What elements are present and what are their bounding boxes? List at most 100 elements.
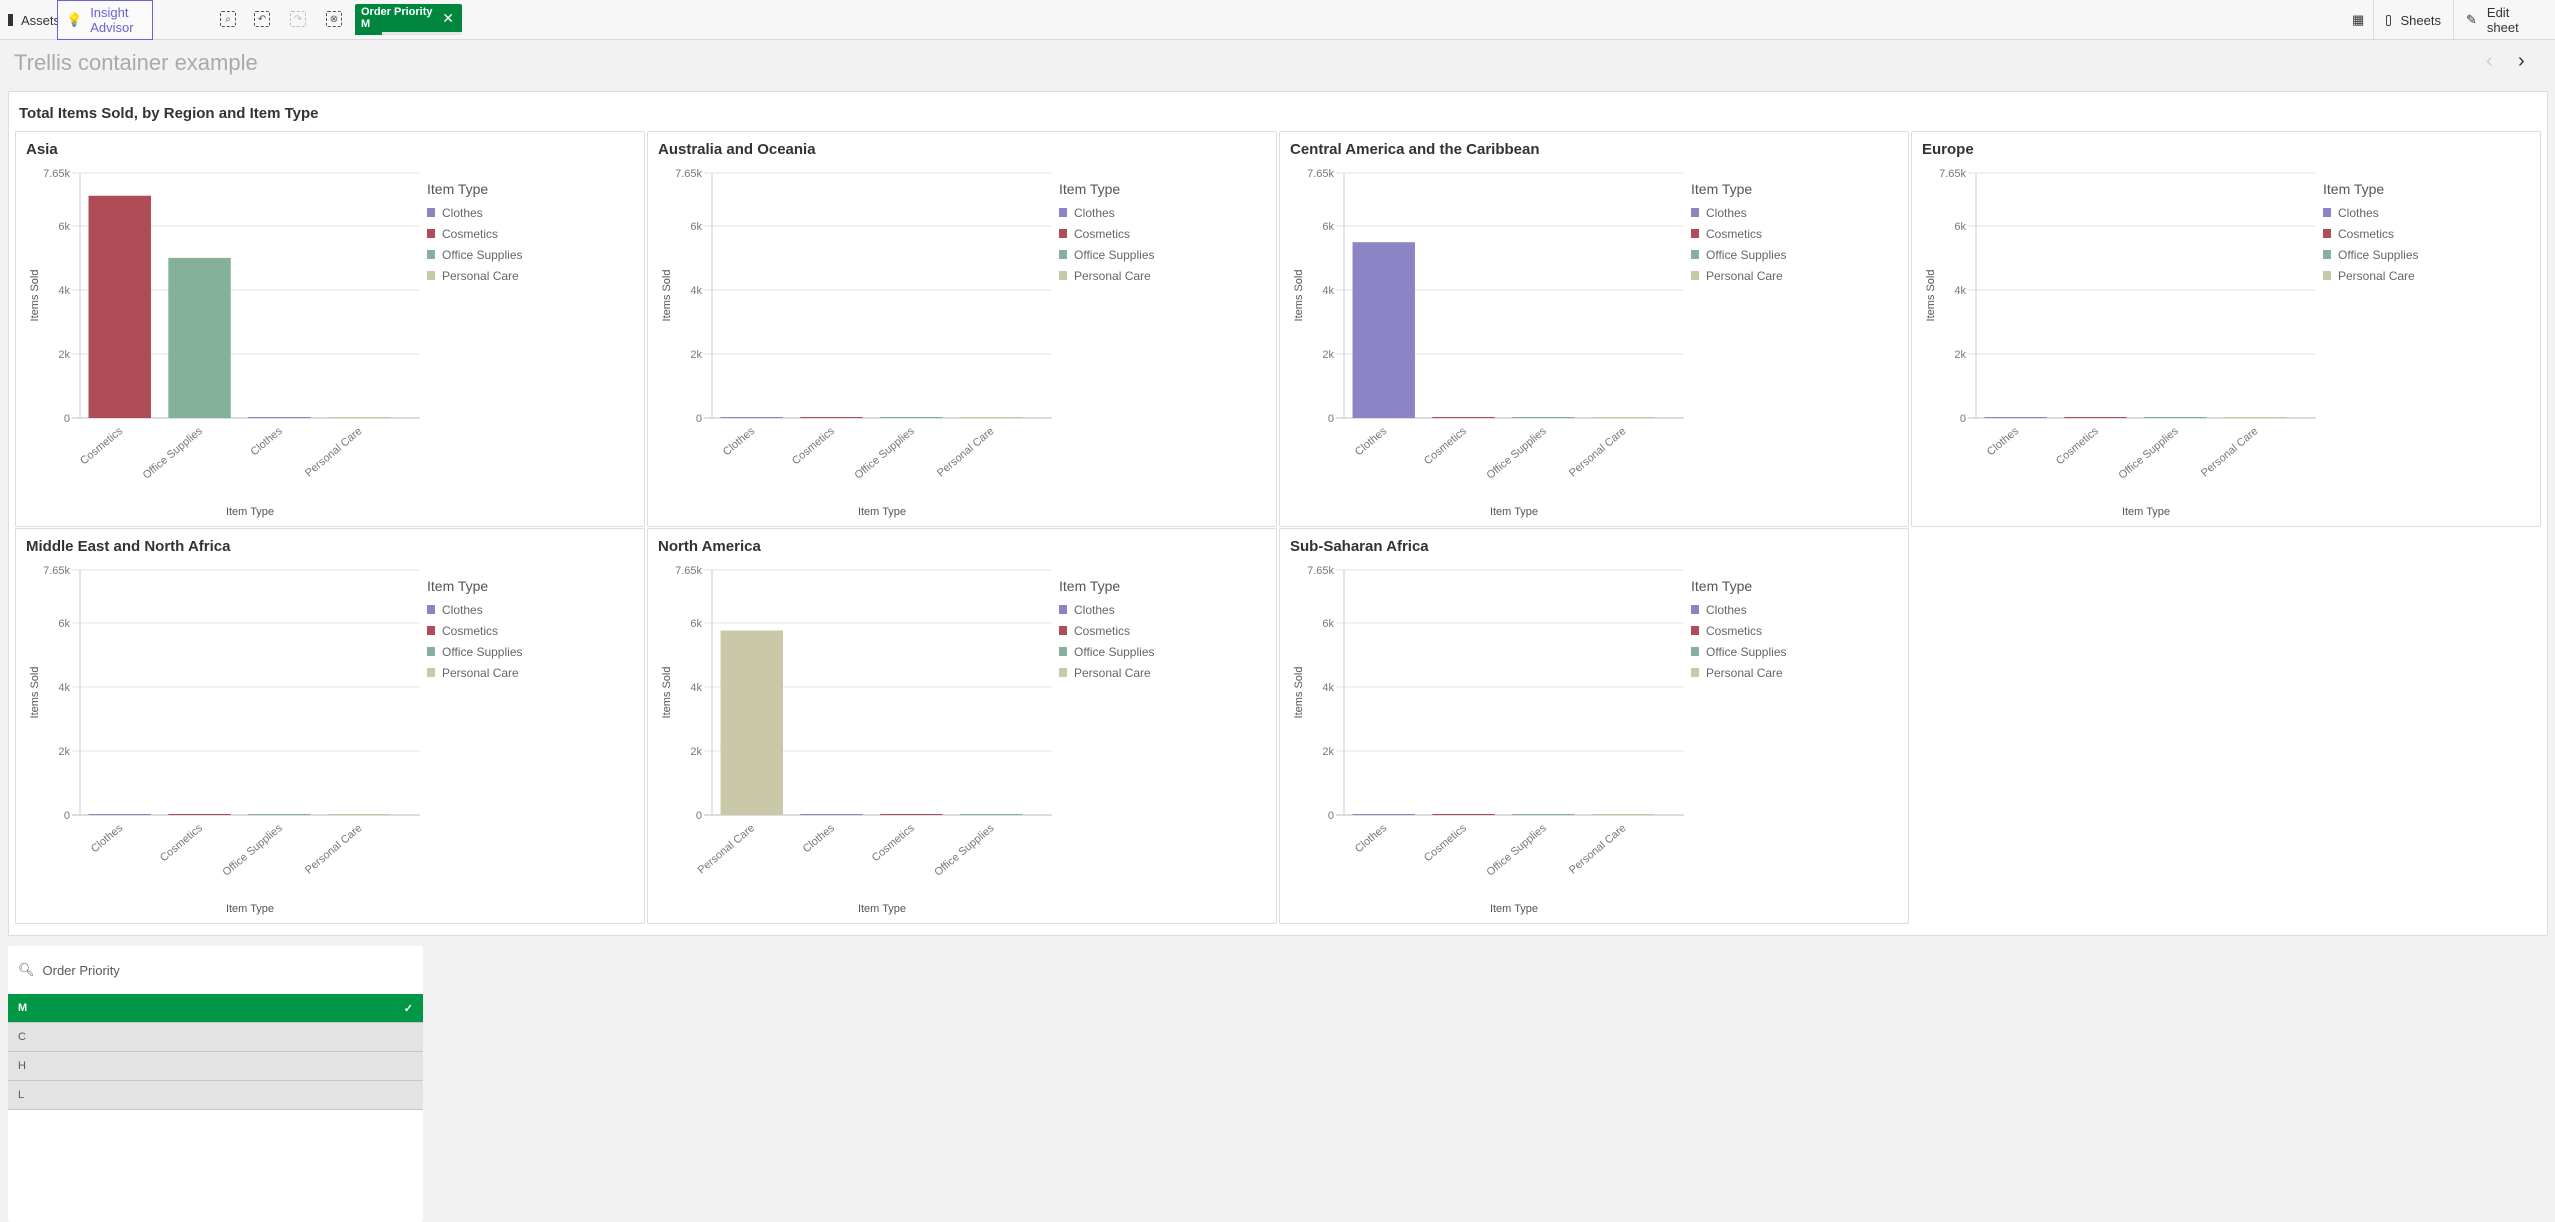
legend-swatch — [2323, 271, 2331, 280]
previous-sheet-icon[interactable]: ‹ — [2486, 50, 2493, 72]
trellis-panel-middle-east-and-north-africa[interactable]: Middle East and North Africa 0 2k 4k 6k 7.65k… — [15, 528, 645, 924]
trellis-panel-australia-and-oceania[interactable]: Australia and Oceania 0 2k 4k 6k 7.65k Items S… — [647, 131, 1277, 527]
y-tick-label: 2k — [58, 349, 70, 361]
grid-icon[interactable]: ▦ — [2352, 12, 2365, 27]
legend-swatch — [1691, 271, 1699, 280]
smart-search-icon[interactable]: ⌕ — [220, 11, 236, 27]
filter-header[interactable]: 🔍︎ Order Priority — [18, 962, 120, 978]
bar-cosmetics — [168, 814, 231, 815]
step-forward-icon[interactable]: ↷ — [290, 11, 306, 27]
panel-title: North America — [658, 538, 761, 555]
bar-office-supplies — [248, 814, 311, 815]
trellis-panel-asia[interactable]: Asia 0 2k 4k 6k 7.65k Items Sold Item Type Cosme… — [15, 131, 645, 527]
insight-advisor-button[interactable]: 💡 Insight Advisor — [57, 0, 153, 40]
bar-chart: Asia 0 2k 4k 6k 7.65k Items Sold Item Type Cosme… — [26, 141, 523, 518]
x-tick-label: Cosmetics — [790, 425, 837, 468]
close-icon[interactable]: ✕ — [442, 10, 454, 26]
trellis-panel-sub-saharan-africa[interactable]: Sub-Saharan Africa 0 2k 4k 6k 7.65k Items Sold… — [1279, 528, 1909, 924]
bar-clothes — [1984, 417, 2047, 418]
bar-cosmetics — [1432, 814, 1495, 815]
legend-item: Clothes — [1074, 603, 1115, 617]
step-back-icon[interactable]: ↶ — [254, 11, 270, 27]
legend-item: Clothes — [442, 206, 483, 220]
legend-swatch — [427, 668, 435, 677]
bar-office-supplies — [2144, 417, 2207, 418]
filter-item-c[interactable]: C — [8, 1023, 423, 1052]
y-tick-label: 7.65k — [675, 168, 702, 180]
trellis-title: Total Items Sold, by Region and Item Typ… — [19, 105, 319, 122]
x-axis-label: Item Type — [2122, 506, 2170, 518]
legend-title: Item Type — [1691, 578, 1752, 594]
legend-item: Personal Care — [1706, 269, 1783, 283]
panel-title: Middle East and North Africa — [26, 538, 231, 555]
y-tick-label: 2k — [690, 349, 702, 361]
legend-swatch — [427, 229, 435, 238]
x-axis-label: Item Type — [1490, 506, 1538, 518]
y-tick-label: 6k — [1322, 618, 1334, 630]
legend-item: Cosmetics — [442, 227, 498, 241]
bar-personal-care — [1591, 814, 1655, 815]
check-icon: ✓ — [403, 1002, 413, 1015]
clear-selections-icon[interactable]: ⊗ — [326, 11, 342, 27]
edit-sheet-button[interactable]: ✎ Edit sheet — [2453, 0, 2555, 40]
y-tick-label: 6k — [58, 221, 70, 233]
bar-personal-care — [720, 630, 783, 815]
y-tick-label: 4k — [690, 682, 702, 694]
legend-item: Clothes — [1074, 206, 1115, 220]
selection-chip-order-priority[interactable]: Order Priority M ✕ — [355, 4, 462, 35]
y-tick-label: 0 — [64, 810, 70, 822]
trellis-panel-north-america[interactable]: North America 0 2k 4k 6k 7.65k Items Sold Item … — [647, 528, 1277, 924]
x-tick-label: Personal Care — [303, 425, 365, 479]
legend-swatch — [1691, 605, 1699, 614]
y-tick-label: 6k — [690, 618, 702, 630]
bar-clothes — [800, 814, 863, 815]
y-tick-label: 2k — [1322, 349, 1334, 361]
bar-office-supplies — [168, 257, 231, 418]
filter-item-h[interactable]: H — [8, 1052, 423, 1081]
trellis-panel-central-america-and-the-caribbean[interactable]: Central America and the Caribbean 0 2k 4k 6k… — [1279, 131, 1909, 527]
legend-item: Office Supplies — [1706, 248, 1787, 262]
sheets-button[interactable]: Sheets — [2373, 0, 2453, 40]
filter-item-m[interactable]: M ✓ — [8, 994, 423, 1023]
x-tick-label: Clothes — [248, 425, 285, 458]
trellis-panel-europe[interactable]: Europe 0 2k 4k 6k 7.65k Items Sold Item Type Clo… — [1911, 131, 2541, 527]
y-tick-label: 7.65k — [1939, 168, 1966, 180]
y-tick-label: 0 — [696, 413, 702, 425]
y-axis-label: Items Sold — [1925, 270, 1937, 322]
bar-office-supplies — [880, 417, 943, 418]
legend-item: Cosmetics — [2338, 227, 2394, 241]
y-tick-label: 0 — [1328, 810, 1334, 822]
y-tick-label: 2k — [1954, 349, 1966, 361]
x-tick-label: Cosmetics — [158, 822, 205, 865]
legend-item: Office Supplies — [1074, 248, 1155, 262]
filter-item-l[interactable]: L — [8, 1081, 423, 1110]
y-tick-label: 2k — [1322, 746, 1334, 758]
x-tick-label: Personal Care — [1567, 822, 1629, 876]
x-tick-label: Cosmetics — [1422, 425, 1469, 468]
legend-item: Personal Care — [1706, 666, 1783, 680]
bar-cosmetics — [800, 417, 863, 418]
y-tick-label: 4k — [58, 285, 70, 297]
bar-chart: Central America and the Caribbean 0 2k 4k 6k… — [1290, 141, 1787, 518]
bar-office-supplies — [1512, 814, 1575, 815]
pencil-icon: ✎ — [2466, 12, 2477, 27]
bar-personal-care — [327, 814, 391, 815]
legend-item: Office Supplies — [442, 645, 523, 659]
legend-item: Clothes — [1706, 206, 1747, 220]
filter-pane-order-priority: 🔍︎ Order Priority M ✓ C H L — [8, 946, 423, 1222]
bar-clothes — [248, 417, 311, 418]
legend-item: Personal Care — [442, 666, 519, 680]
bar-clothes — [1352, 242, 1415, 418]
y-tick-label: 7.65k — [675, 565, 702, 577]
next-sheet-icon[interactable]: › — [2518, 50, 2525, 72]
assets-button[interactable]: Assets — [0, 0, 60, 40]
sheets-icon — [2386, 14, 2391, 26]
y-tick-label: 4k — [1322, 682, 1334, 694]
bar-cosmetics — [880, 814, 943, 815]
x-tick-label: Personal Care — [1567, 425, 1629, 479]
y-tick-label: 0 — [696, 810, 702, 822]
bar-personal-care — [1591, 417, 1655, 418]
x-tick-label: Personal Care — [935, 425, 997, 479]
legend-item: Office Supplies — [442, 248, 523, 262]
legend-item: Clothes — [442, 603, 483, 617]
